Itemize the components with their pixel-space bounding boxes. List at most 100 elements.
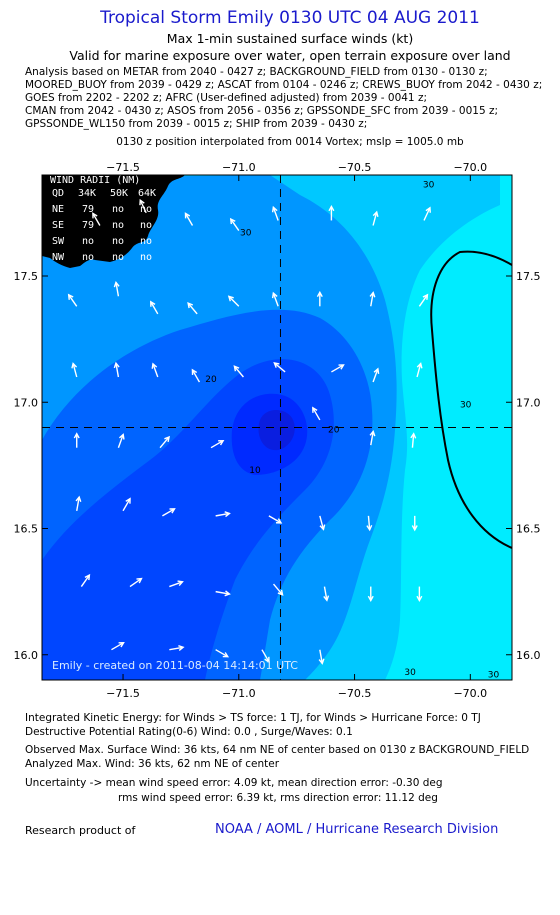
contour-label: 30: [423, 181, 435, 191]
wind-vector-head: [372, 210, 379, 218]
radii-cell: no: [140, 236, 152, 247]
wind-radii-row: NE 79 no no: [52, 204, 152, 215]
analysis-line: GOES from 2202 - 2202 z; AFRC (User-defi…: [25, 92, 427, 104]
wind-vector-head: [338, 364, 345, 370]
wind-vector-shaft: [273, 362, 286, 373]
x-tick-label-top: −71.5: [106, 161, 140, 174]
wind-vector-head: [118, 433, 125, 440]
wind-vector: [271, 291, 279, 307]
wind-vector: [67, 293, 78, 307]
radii-cell: no: [112, 236, 124, 247]
wind-vector-shaft: [162, 508, 175, 517]
analysis-sources: Analysis based on METAR from 2040 - 0427…: [25, 66, 542, 131]
contour-label: 30: [240, 229, 252, 239]
wind-vector-head: [139, 198, 145, 206]
analysis-line: GPSSONDE_WL150 from 2039 - 0015 z; SHIP …: [25, 118, 368, 130]
wind-vector: [75, 495, 82, 511]
wind-vector-head: [118, 641, 125, 648]
drp-line: Destructive Potential Rating(0-6) Wind: …: [25, 726, 353, 738]
wind-vector-shaft: [416, 363, 422, 378]
analysis-line: MOORED_BUOY from 2039 - 0429 z; ASCAT fr…: [25, 79, 543, 91]
radii-header-cell: 50K: [110, 188, 128, 199]
radii-header-cell: 34K: [78, 188, 96, 199]
wind-vector-head: [73, 432, 80, 439]
wind-vector: [162, 508, 176, 517]
wind-vector-head: [416, 362, 423, 369]
wind-vector-shaft: [215, 512, 230, 517]
wind-vector: [129, 577, 143, 588]
wind-vector: [111, 641, 125, 651]
wind-vector: [416, 362, 423, 378]
wind-vector-shaft: [268, 515, 282, 524]
wind-vector-shaft: [152, 363, 159, 378]
x-tick-label-bottom: −70.5: [338, 687, 372, 700]
center-crosshair: [42, 175, 512, 680]
wind-vector: [233, 365, 244, 378]
radii-cell: no: [140, 220, 152, 231]
wind-vector-head: [312, 406, 318, 413]
noaa-link[interactable]: NOAA / AOML / Hurricane Research Divisio…: [215, 822, 499, 837]
wind-vector: [316, 290, 323, 307]
wind-vector-head: [367, 595, 374, 603]
wind-vector-head: [277, 589, 284, 596]
wind-vector: [273, 362, 286, 373]
analyzed-max-line: Analyzed Max. Wind: 36 kts, 62 nm NE of …: [25, 758, 280, 770]
y-tick-label-left: 16.0: [14, 649, 39, 662]
wind-vector: [418, 293, 429, 307]
wind-vector-shaft: [423, 207, 431, 221]
x-tick-label-bottom: −70.0: [453, 687, 487, 700]
wind-vector: [416, 586, 423, 603]
wind-vector-head: [187, 302, 194, 309]
wind-vector-shaft: [117, 434, 124, 448]
wind-vector-shaft: [187, 302, 198, 315]
x-tick-label-top: −70.5: [338, 161, 372, 174]
chart-credit: Emily - created on 2011-08-04 14:14:01 U…: [52, 659, 298, 672]
y-tick-label-right: 16.0: [516, 649, 541, 662]
wind-vector: [229, 217, 240, 231]
wind-vector-head: [224, 511, 231, 518]
wind-vector-shaft: [184, 213, 194, 226]
wind-vector-head: [411, 525, 418, 532]
axis-ticks: −71.5 −71.5 −71.0 −71.0 −70.5 −70.5 −70.0 −70.0…: [14, 161, 541, 700]
radii-cell: SW: [52, 236, 65, 247]
wind-vector: [117, 433, 125, 448]
wind-vector: [150, 300, 159, 315]
wind-vectors: [67, 198, 431, 665]
radii-cell: no: [112, 220, 124, 231]
wind-vector-shaft: [76, 496, 80, 511]
y-tick-label-right: 17.5: [516, 270, 541, 283]
wind-vector: [169, 645, 185, 651]
wind-vector-shaft: [233, 365, 244, 378]
contour-label: 20: [205, 375, 217, 385]
wind-vector-shaft: [129, 577, 142, 588]
wind-vector-head: [151, 362, 158, 369]
wind-vector-head: [178, 645, 185, 651]
wind-vector: [369, 429, 376, 446]
wind-vector: [328, 204, 335, 221]
wind-vector-shaft: [319, 515, 325, 530]
wind-vector-shaft: [370, 292, 374, 307]
wind-vector-head: [164, 435, 171, 443]
radii-cell: no: [82, 252, 94, 263]
wind-vector-shaft: [411, 433, 415, 448]
wind-vector-shaft: [230, 218, 240, 231]
wind-vector-head: [227, 295, 234, 302]
wind-vector: [331, 364, 345, 373]
wind-vector: [71, 362, 78, 378]
wind-vector-shaft: [367, 515, 371, 530]
wind-vector: [187, 302, 198, 315]
wind-radii-table: WIND RADII (NM) QD 34K 50K 64K NE 79 no …: [50, 175, 156, 263]
y-tick-label-left: 17.0: [14, 396, 39, 409]
contour-label: 20: [328, 426, 340, 436]
wind-vector-head: [229, 217, 236, 225]
wind-vector: [312, 406, 321, 421]
wind-vector: [113, 280, 120, 297]
wind-vector-head: [318, 658, 325, 665]
radii-cell: no: [112, 204, 124, 215]
wind-vector: [159, 435, 171, 449]
observed-max-line: Observed Max. Surface Wind: 36 kts, 64 n…: [25, 744, 530, 756]
analysis-line: Analysis based on METAR from 2040 - 0427…: [25, 66, 488, 78]
wind-vector-shaft: [122, 498, 131, 512]
page-title: Tropical Storm Emily 0130 UTC 04 AUG 201…: [100, 8, 480, 28]
wind-vector: [151, 362, 159, 378]
